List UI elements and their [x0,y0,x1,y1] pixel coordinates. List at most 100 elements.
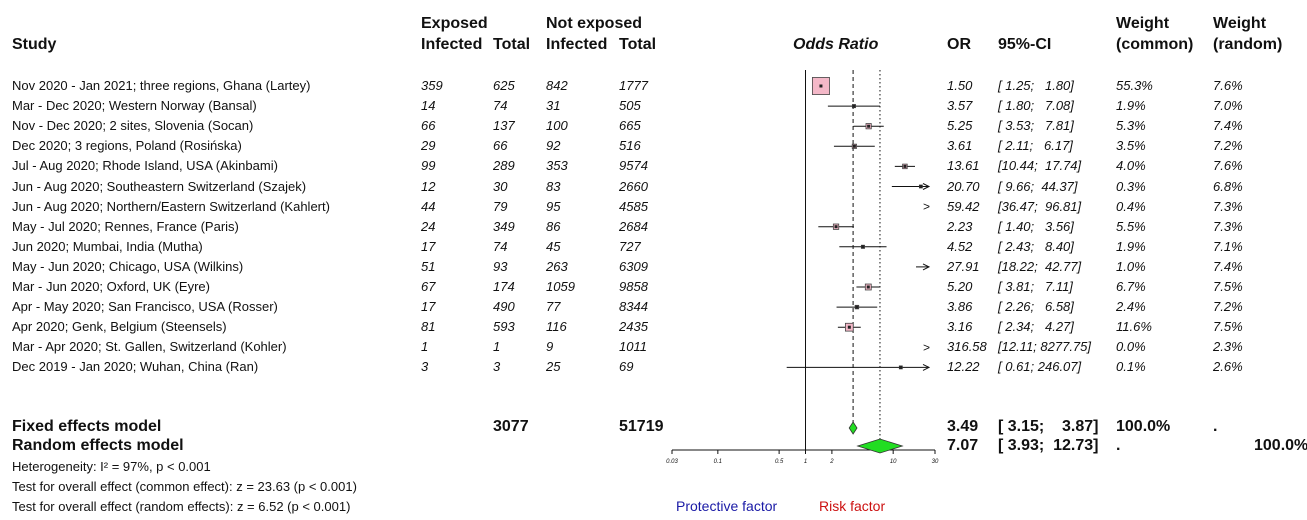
row-weight-common: 5.5% [1116,218,1146,234]
row-not-exposed-infected: 31 [546,98,561,114]
x-tick-label: 0.03 [666,459,678,465]
row-or: 3.86 [947,299,973,315]
row-exposed-infected: 51 [421,258,436,274]
row-exposed-total: 174 [493,279,515,294]
point-estimate [852,104,856,108]
fixed-effect-diamond [848,421,858,435]
row-ci: [ 1.25; 1.80] [998,78,1074,93]
row-study: Jun - Aug 2020; Southeastern Switzerland… [12,178,307,194]
row-study: Dec 2019 - Jan 2020; Wuhan, China (Ran) [12,359,259,375]
row-ci: [ 2.34; 4.27] [998,319,1074,335]
row-not-exposed-total: 665 [619,118,641,134]
fixed-model-weight-common: 100.0% [1116,418,1171,435]
row-exposed-total: 93 [493,258,508,274]
row-ci: [ 3.53; 7.81] [998,118,1074,134]
row-not-exposed-infected: 100 [546,118,568,134]
row-or: 3.61 [947,138,973,154]
header-weight-common-sub: (common) [1116,36,1194,53]
header-weight-random-sub: (random) [1213,36,1283,53]
point-estimate [919,185,923,188]
ci-arrow [922,363,931,371]
test-random-text: Test for overall effect (random effects)… [12,499,351,514]
random-model-label: Random effects model [12,437,184,454]
row-weight-random: 7.2% [1213,299,1243,315]
row-study: Mar - Apr 2020; St. Gallen, Switzerland … [12,339,287,355]
x-tick-label: 30 [932,459,939,465]
point-estimate [819,84,823,88]
row-or: 316.58 [947,339,987,355]
row-ci: [36.47; 96.81] [998,198,1082,214]
header-study: Study [12,36,57,53]
row-ci: [ 3.81; 7.11] [998,279,1073,294]
x-tick-label: 0.5 [775,459,784,465]
row-weight-common: 0.0% [1116,339,1146,355]
row-ci: [18.22; 42.77] [998,258,1082,274]
point-estimate [847,325,851,329]
legend-protective-factor: Protective factor [676,498,778,514]
row-weight-random: 7.5% [1213,319,1243,335]
fixed-model-ci: [ 3.15; 3.87] [998,418,1099,435]
row-weight-common: 6.7% [1116,279,1146,294]
row-weight-common: 0.1% [1116,359,1146,375]
row-not-exposed-total: 2684 [619,218,648,234]
row-exposed-infected: 359 [421,78,443,93]
random-model-or: 7.07 [947,437,979,454]
row-not-exposed-total: 4585 [619,198,648,214]
row-study: Apr - May 2020; San Francisco, USA (Ross… [12,299,278,315]
row-weight-random: 7.6% [1213,78,1243,93]
point-estimate [899,365,903,369]
row-not-exposed-infected: 95 [546,198,561,214]
row-exposed-infected: 67 [421,279,436,294]
point-estimate [834,225,838,229]
random-effect-diamond [856,438,904,454]
legend-risk-factor: Risk factor [819,498,886,514]
row-exposed-infected: 3 [421,359,429,375]
header-weight-random: Weight [1213,15,1267,32]
header-or: OR [947,36,971,53]
x-tick-label: 10 [890,459,897,465]
row-not-exposed-total: 727 [619,238,641,254]
row-not-exposed-infected: 1059 [546,279,575,294]
row-or: 3.16 [947,319,973,335]
row-weight-random: 7.3% [1213,198,1243,214]
row-or: 1.50 [947,78,973,93]
point-estimate [866,285,870,289]
row-exposed-infected: 81 [421,319,436,335]
row-not-exposed-total: 9574 [619,158,648,174]
row-study: Nov 2020 - Jan 2021; three regions, Ghan… [12,78,311,93]
header-not-exposed-infected: Infected [546,36,608,53]
row-not-exposed-infected: 353 [546,158,568,174]
header-exposed-infected: Infected [421,36,483,53]
x-tick-label: 1 [804,459,807,465]
row-ci: [ 9.66; 44.37] [998,178,1078,194]
row-exposed-total: 289 [493,158,515,174]
fixed-model-label: Fixed effects model [12,418,162,435]
row-not-exposed-total: 2435 [619,319,648,335]
row-weight-common: 1.9% [1116,238,1146,254]
row-exposed-total: 66 [493,138,508,154]
row-weight-common: 0.4% [1116,198,1146,214]
row-weight-random: 7.6% [1213,158,1243,174]
row-study: Mar - Jun 2020; Oxford, UK (Eyre) [12,279,210,294]
row-exposed-infected: 44 [421,198,436,214]
row-exposed-total: 74 [493,238,508,254]
point-estimate [867,124,871,128]
row-exposed-infected: 24 [421,218,436,234]
random-model-ci: [ 3.93; 12.73] [998,437,1099,454]
point-estimate [852,144,856,148]
row-or: 12.22 [947,359,980,375]
row-study: Dec 2020; 3 regions, Poland (Rosińska) [12,138,242,154]
row-not-exposed-total: 1011 [619,339,647,355]
row-exposed-total: 625 [493,78,515,93]
row-ci: [ 2.43; 8.40] [998,238,1074,254]
row-ci: [ 1.40; 3.56] [998,218,1074,234]
row-exposed-infected: 14 [421,98,436,114]
x-tick-label: 0.1 [714,459,722,465]
row-not-exposed-total: 505 [619,98,641,114]
row-ci: [ 1.80; 7.08] [998,98,1074,114]
row-or: 27.91 [947,258,980,274]
row-not-exposed-total: 2660 [619,178,648,194]
row-or: 5.25 [947,118,973,134]
row-or: 4.52 [947,238,973,254]
